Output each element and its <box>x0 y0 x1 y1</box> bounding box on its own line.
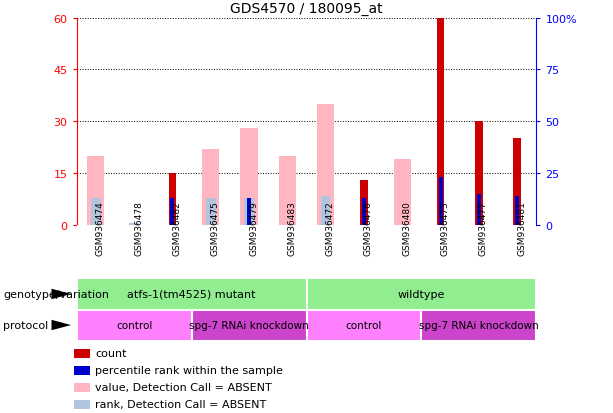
Bar <box>206 198 216 225</box>
Bar <box>169 173 177 225</box>
Text: spg-7 RNAi knockdown: spg-7 RNAi knockdown <box>189 320 309 330</box>
Bar <box>279 156 296 225</box>
Bar <box>436 19 444 225</box>
Bar <box>74 383 90 392</box>
Text: control: control <box>116 320 152 330</box>
Bar <box>516 196 519 225</box>
Bar <box>306 279 536 310</box>
Bar <box>514 139 521 225</box>
Text: count: count <box>95 349 126 358</box>
Bar <box>170 198 174 225</box>
Bar <box>360 180 368 225</box>
Text: control: control <box>346 320 382 330</box>
Text: atfs-1(tm4525) mutant: atfs-1(tm4525) mutant <box>128 289 256 299</box>
Text: value, Detection Call = ABSENT: value, Detection Call = ABSENT <box>95 382 272 392</box>
Bar <box>74 366 90 375</box>
Bar <box>87 156 104 225</box>
Polygon shape <box>51 289 71 299</box>
Text: GSM936478: GSM936478 <box>134 200 143 255</box>
Text: GSM936479: GSM936479 <box>249 200 258 255</box>
Bar <box>202 150 219 225</box>
Polygon shape <box>51 320 71 330</box>
Bar <box>317 104 334 225</box>
Bar <box>247 198 251 225</box>
Bar <box>244 198 254 225</box>
Bar <box>129 223 139 225</box>
Text: GSM936483: GSM936483 <box>287 200 296 255</box>
Text: wildtype: wildtype <box>398 289 445 299</box>
Bar <box>394 160 411 225</box>
Bar <box>306 310 422 341</box>
Text: percentile rank within the sample: percentile rank within the sample <box>95 366 283 375</box>
Bar <box>422 310 536 341</box>
Bar <box>362 198 366 225</box>
Bar <box>321 196 330 225</box>
Bar <box>77 279 306 310</box>
Text: GSM936472: GSM936472 <box>326 200 335 255</box>
Bar <box>240 129 257 225</box>
Bar <box>477 194 481 225</box>
Bar <box>74 400 90 409</box>
Bar <box>74 349 90 358</box>
Text: spg-7 RNAi knockdown: spg-7 RNAi knockdown <box>419 320 539 330</box>
Text: rank, Detection Call = ABSENT: rank, Detection Call = ABSENT <box>95 399 266 409</box>
Bar <box>91 198 101 225</box>
Text: GSM936475: GSM936475 <box>211 200 219 255</box>
Text: GSM936473: GSM936473 <box>441 200 449 255</box>
Title: GDS4570 / 180095_at: GDS4570 / 180095_at <box>230 2 383 16</box>
Text: GSM936480: GSM936480 <box>402 200 411 255</box>
Text: GSM936481: GSM936481 <box>517 200 526 255</box>
Text: GSM936476: GSM936476 <box>364 200 373 255</box>
Bar <box>191 310 306 341</box>
Bar <box>77 310 191 341</box>
Text: protocol: protocol <box>3 320 48 330</box>
Text: GSM936477: GSM936477 <box>479 200 488 255</box>
Text: genotype/variation: genotype/variation <box>3 289 109 299</box>
Text: GSM936474: GSM936474 <box>96 200 105 255</box>
Bar <box>475 122 483 225</box>
Bar <box>439 178 443 225</box>
Text: GSM936482: GSM936482 <box>172 200 181 255</box>
